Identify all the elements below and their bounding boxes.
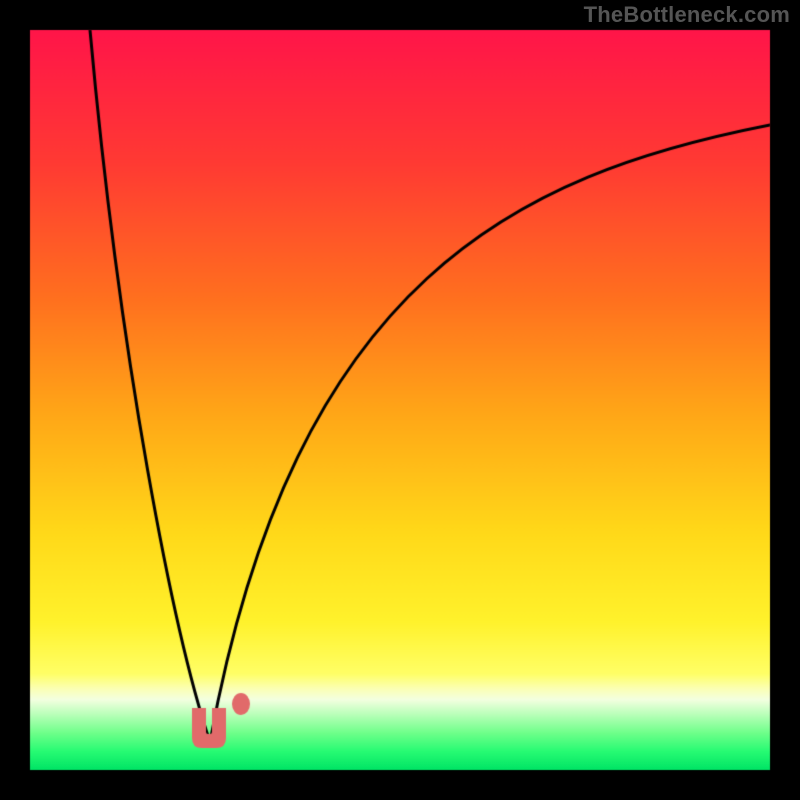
chart-stage: TheBottleneck.com: [0, 0, 800, 800]
curve-canvas: [0, 0, 800, 800]
watermark-text: TheBottleneck.com: [584, 2, 790, 28]
